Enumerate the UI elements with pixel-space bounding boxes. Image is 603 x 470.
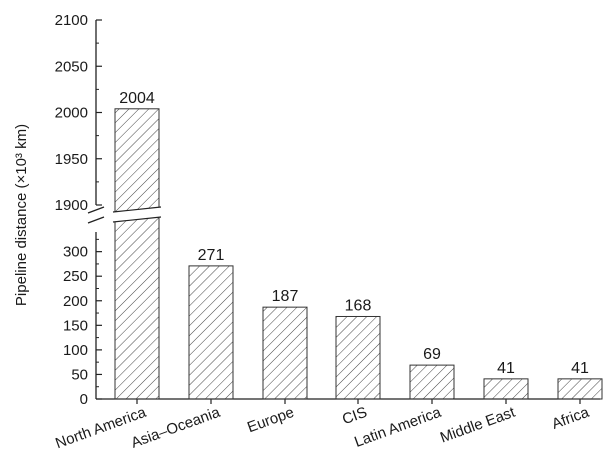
bar-break-line: [112, 206, 162, 213]
bar: [335, 315, 381, 400]
y-tick-label: 300: [63, 244, 88, 261]
axis-break-mark: [87, 206, 105, 214]
bar: [262, 306, 308, 400]
x-tick-label: CIS: [340, 404, 369, 429]
data-label: 41: [497, 360, 515, 377]
y-tick-label: 250: [63, 268, 88, 285]
y-tick-label: 2050: [55, 58, 88, 75]
data-label: 271: [198, 247, 225, 264]
data-label: 41: [571, 360, 589, 377]
y-tick-label: 2100: [55, 12, 88, 29]
bar: [409, 364, 455, 400]
axis-break-mark: [87, 216, 105, 224]
data-label: 2004: [119, 90, 155, 107]
x-tick-label: Africa: [550, 404, 592, 433]
y-tick-label: 50: [71, 366, 88, 383]
y-tick-label: 1900: [55, 197, 88, 214]
y-tick-label: 150: [63, 317, 88, 334]
data-label: 187: [272, 288, 299, 305]
bar: [114, 108, 160, 400]
y-tick-label: 2000: [55, 105, 88, 122]
y-tick-label: 100: [63, 342, 88, 359]
data-label: 69: [423, 346, 441, 363]
y-axis-title: Pipeline distance (×10³ km): [13, 124, 30, 306]
x-tick-label: Middle East: [438, 404, 518, 447]
bar: [188, 265, 234, 400]
y-tick-label: 1950: [55, 151, 88, 168]
bar: [557, 378, 603, 400]
bar-break-line: [112, 216, 162, 223]
x-tick-label: Europe: [245, 404, 296, 437]
data-label: 168: [345, 297, 372, 314]
y-tick-label: 200: [63, 293, 88, 310]
bar: [483, 378, 529, 400]
y-tick-label: 0: [80, 391, 88, 408]
